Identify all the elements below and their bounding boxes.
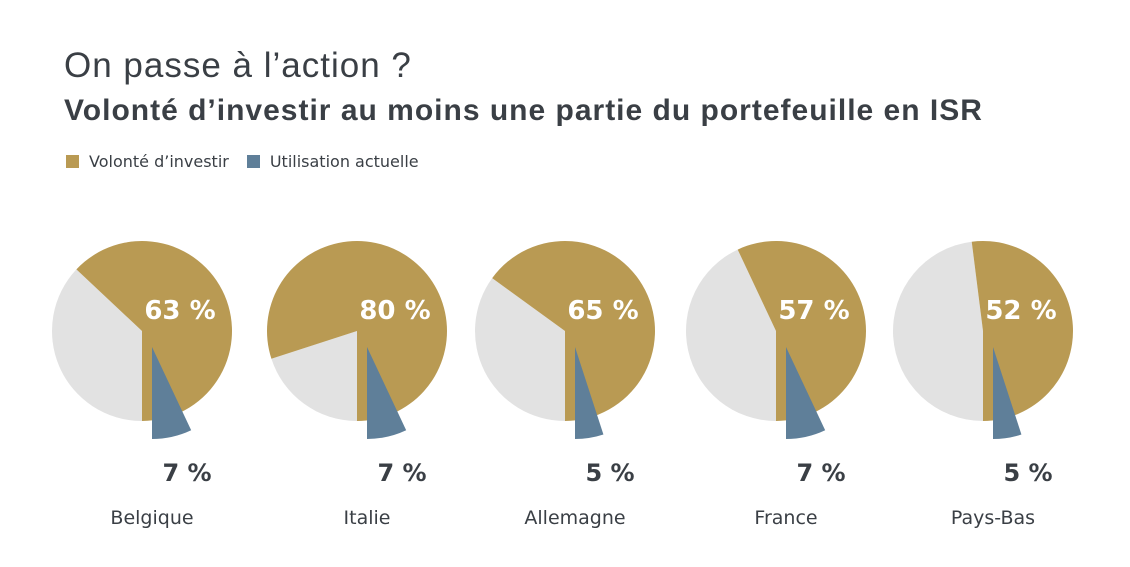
legend: Volonté d’investir Utilisation actuelle (66, 152, 437, 171)
category-label-0: Belgique (110, 507, 193, 529)
pie-remainder-1 (271, 331, 357, 421)
pie-slice-willingness-4 (971, 240, 1073, 421)
data-label-current-3: 7 % (796, 459, 845, 487)
category-label-3: France (754, 507, 817, 529)
data-label-willingness-3: 57 % (778, 296, 849, 326)
category-label-1: Italie (344, 507, 391, 529)
pie-remainder-4 (893, 241, 983, 421)
data-label-current-4: 5 % (1003, 459, 1052, 487)
pie-remainder-2 (475, 278, 565, 421)
data-label-current-2: 5 % (585, 459, 634, 487)
pie-slice-current-2 (575, 347, 604, 439)
legend-swatch-current (246, 155, 260, 168)
data-label-willingness-1: 80 % (359, 296, 430, 326)
data-label-current-1: 7 % (377, 459, 426, 487)
pie-remainder-3 (686, 249, 776, 421)
legend-label-willingness: Volonté d’investir (89, 152, 229, 171)
pie-slice-current-4 (993, 347, 1022, 439)
legend-item-willingness: Volonté d’investir (66, 152, 229, 171)
data-label-current-0: 7 % (162, 459, 211, 487)
data-label-willingness-0: 63 % (144, 296, 215, 326)
category-label-2: Allemagne (524, 507, 625, 529)
pie-slice-willingness-0 (76, 240, 233, 421)
pie-slice-current-3 (786, 347, 826, 439)
pie-slice-current-0 (152, 347, 192, 439)
pie-slice-willingness-3 (737, 240, 867, 421)
pie-slice-willingness-2 (492, 241, 655, 421)
pie-slice-current-1 (367, 347, 407, 439)
legend-item-current: Utilisation actuelle (246, 152, 419, 171)
data-label-willingness-4: 52 % (985, 296, 1056, 326)
legend-label-current: Utilisation actuelle (269, 152, 419, 171)
pie-remainder-0 (52, 269, 143, 421)
chart-subtitle: Volonté d’investir au moins une partie d… (64, 94, 983, 127)
data-label-willingness-2: 65 % (567, 296, 638, 326)
legend-swatch-willingness (66, 155, 79, 168)
chart-title: On passe à l’action ? (64, 46, 412, 85)
category-label-4: Pays-Bas (951, 507, 1035, 529)
pie-slice-willingness-1 (267, 241, 448, 421)
